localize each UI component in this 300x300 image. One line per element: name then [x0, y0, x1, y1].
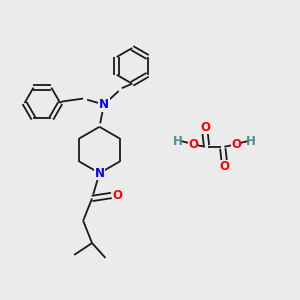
Text: N: N — [99, 98, 109, 111]
Text: O: O — [219, 160, 229, 173]
Text: O: O — [200, 121, 210, 134]
Text: H: H — [246, 135, 256, 148]
Text: N: N — [94, 167, 104, 180]
Text: O: O — [188, 138, 198, 151]
Text: O: O — [112, 189, 122, 202]
Text: H: H — [173, 135, 183, 148]
Text: O: O — [231, 138, 241, 151]
